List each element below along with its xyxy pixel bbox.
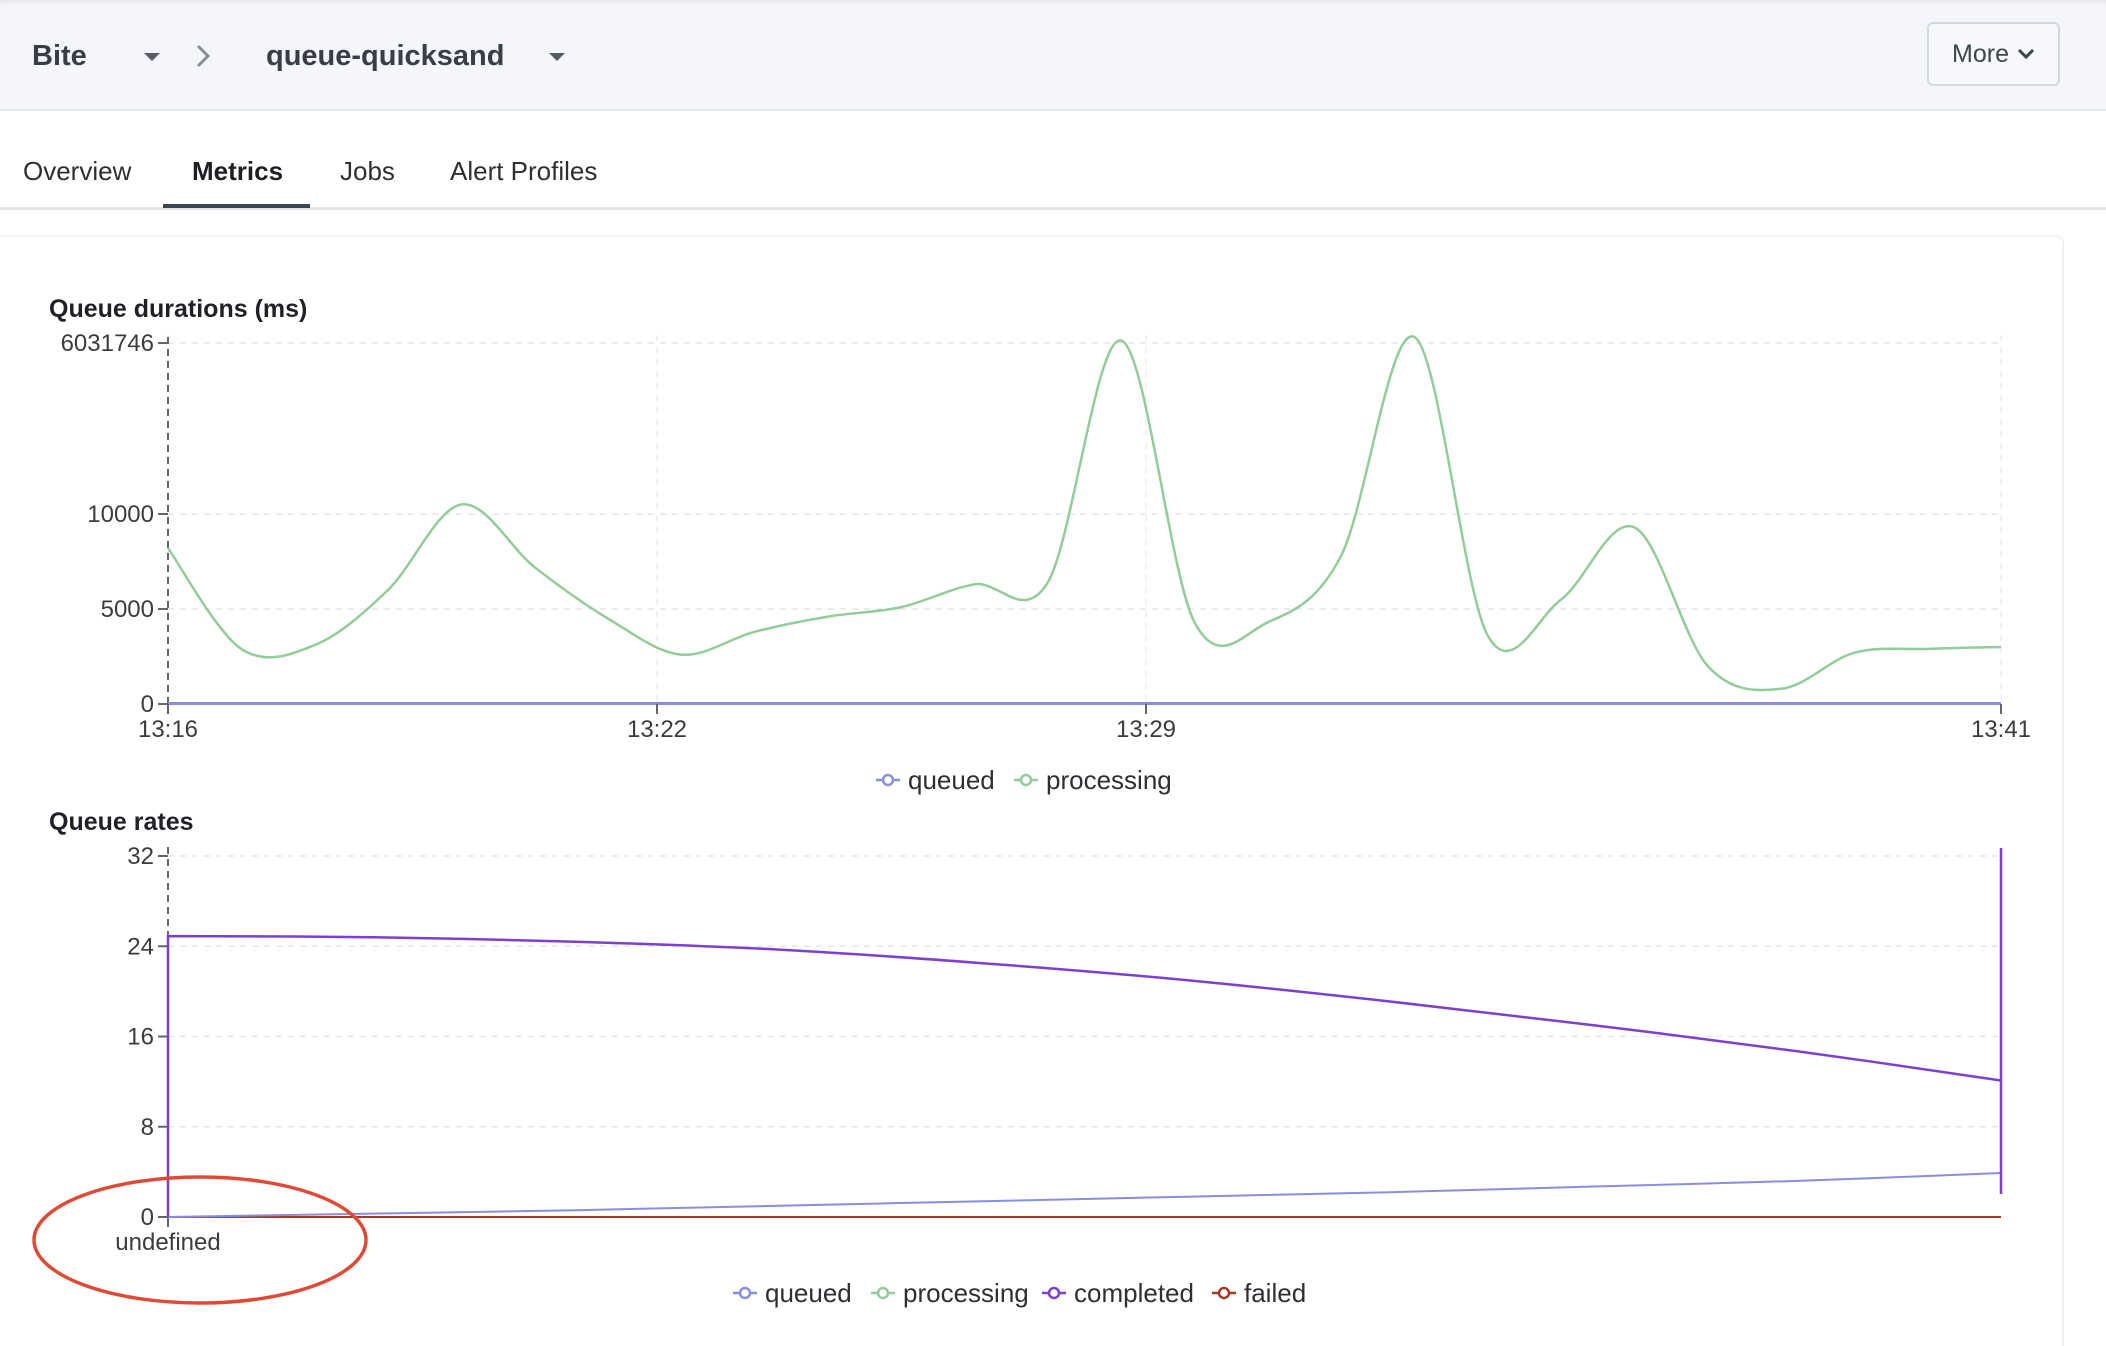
x-tick-label: 13:41 <box>1971 716 2031 743</box>
tab-alert-profiles[interactable]: Alert Profiles <box>450 156 598 186</box>
y-tick-label: 8 <box>141 1114 154 1141</box>
legend-item-queued: queued <box>733 1278 852 1308</box>
y-tick-label: 24 <box>127 933 154 960</box>
x-tick-label: 13:22 <box>627 716 687 743</box>
chevron-right-icon <box>196 44 211 68</box>
x-tick-label: undefined <box>115 1229 220 1256</box>
legend-marker-processing <box>1019 773 1033 787</box>
breadcrumb-project[interactable]: Bite <box>32 40 87 72</box>
legend-marker-completed <box>1047 1286 1061 1300</box>
x-tick-label: 13:16 <box>138 716 198 743</box>
legend-item-processing: processing <box>1014 765 1172 795</box>
tab-metrics[interactable]: Metrics <box>192 156 284 186</box>
chart-title-rates: Queue rates <box>49 808 194 836</box>
grid <box>168 855 2001 1128</box>
active-tab-indicator <box>163 204 310 208</box>
more-button-label: More <box>1952 39 2009 68</box>
legend-label-failed: failed <box>1244 1278 1306 1308</box>
chevron-down-icon <box>2017 48 2035 60</box>
legend-label-queued: queued <box>765 1278 852 1308</box>
series-lines <box>166 848 2003 1218</box>
y-tick-label: 0 <box>141 1204 154 1231</box>
line-processing <box>166 335 2002 692</box>
legend-marker-failed <box>1217 1286 1231 1300</box>
legend: queued processing <box>876 765 1172 795</box>
tab-jobs[interactable]: Jobs <box>340 156 395 186</box>
chart-title-durations: Queue durations (ms) <box>49 295 308 323</box>
legend-label-processing: processing <box>1046 765 1172 795</box>
legend-item-queued: queued <box>876 765 995 795</box>
y-tick-label: 5000 <box>101 596 154 623</box>
annotation <box>32 1175 368 1305</box>
more-button[interactable]: More <box>1927 22 2060 86</box>
breadcrumb-queue[interactable]: queue-quicksand <box>266 40 505 72</box>
line-completed <box>166 934 2002 1217</box>
queue-durations-chart: 0 5000 10000 6031746 13:16 13:22 13:29 13:41 qu… <box>61 330 2031 795</box>
y-tick-label: 6031746 <box>61 330 154 357</box>
y-tick-label: 32 <box>127 843 154 870</box>
legend: queued processing completed failed <box>733 1278 1306 1308</box>
annotation-circle <box>32 1175 368 1305</box>
legend-item-failed: failed <box>1212 1278 1306 1308</box>
tab-bar: Overview Metrics Jobs Alert Profiles <box>0 110 2106 210</box>
y-tick-label: 16 <box>127 1024 154 1051</box>
legend-label-processing: processing <box>903 1278 1029 1308</box>
tab-overview[interactable]: Overview <box>23 156 132 186</box>
legend-marker-queued <box>881 773 895 787</box>
legend-marker-queued <box>738 1286 752 1300</box>
legend-label-completed: completed <box>1074 1278 1194 1308</box>
legend-item-processing: processing <box>871 1278 1029 1308</box>
metrics-card: Queue durations (ms) Queue rates <box>0 235 2064 1346</box>
caret-down-icon[interactable] <box>549 53 565 61</box>
legend-marker-processing <box>876 1286 890 1300</box>
caret-down-icon[interactable] <box>144 53 160 61</box>
line-queued <box>167 1172 2002 1218</box>
series-lines <box>166 335 2002 704</box>
x-tick-label: 13:29 <box>1116 716 1176 743</box>
y-tick-label: 10000 <box>87 501 154 528</box>
legend-label-queued: queued <box>908 765 995 795</box>
y-tick-label: 0 <box>141 691 154 718</box>
top-bar: Bite queue-quicksand More <box>0 0 2106 111</box>
legend-item-completed: completed <box>1042 1278 1194 1308</box>
